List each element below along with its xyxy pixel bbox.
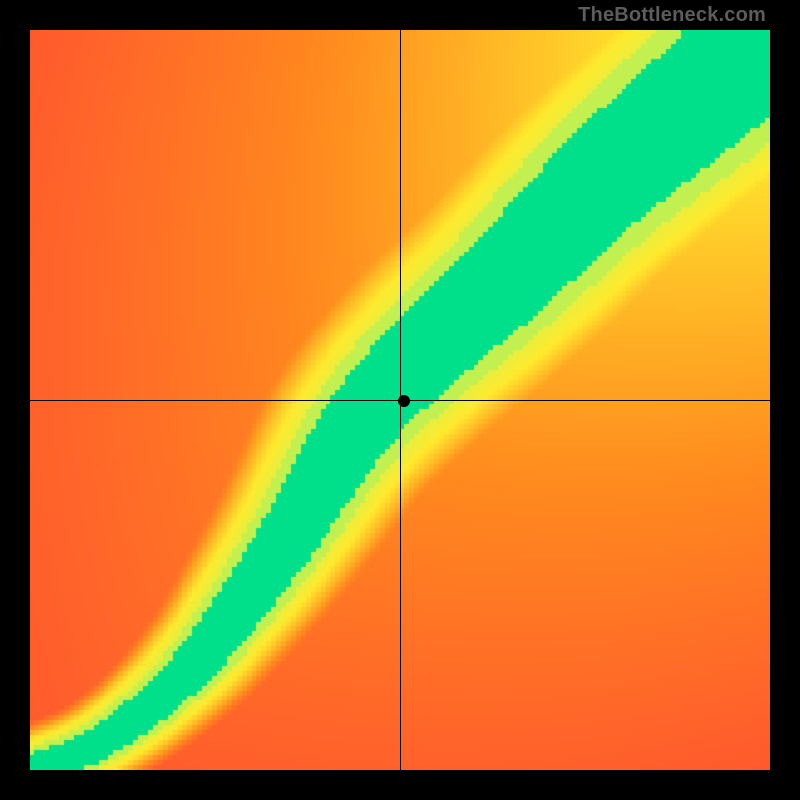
plot-frame — [30, 30, 770, 770]
watermark-text: TheBottleneck.com — [578, 4, 766, 27]
